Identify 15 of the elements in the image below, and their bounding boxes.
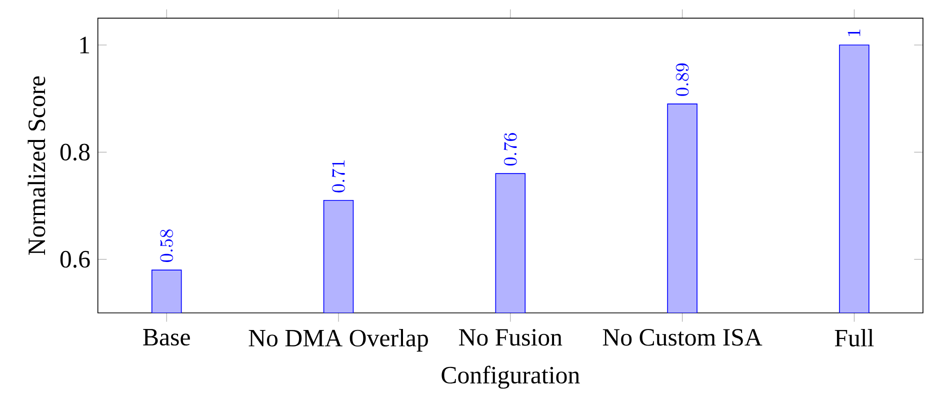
y-tick-label: 0.8: [60, 144, 90, 161]
x-tick-label: No DMA Overlap: [248, 329, 428, 352]
data-label: 0.89: [676, 63, 689, 96]
data-label: 0.76: [504, 133, 517, 166]
x-axis-title: Configuration: [442, 366, 580, 389]
data-label: 0.58: [160, 229, 174, 262]
data-label: 1: [848, 30, 860, 36]
x-tick-label: Base: [143, 329, 190, 346]
y-axis-title: Normalized Score: [28, 76, 46, 255]
data-label: 0.71: [332, 160, 345, 192]
y-tick-label: 1: [80, 36, 90, 54]
x-tick-label: No Custom ISA: [602, 329, 762, 346]
x-tick-label: No Fusion: [458, 329, 562, 346]
x-tick-label: Full: [834, 329, 874, 347]
y-tick-label: 0.6: [60, 250, 90, 268]
